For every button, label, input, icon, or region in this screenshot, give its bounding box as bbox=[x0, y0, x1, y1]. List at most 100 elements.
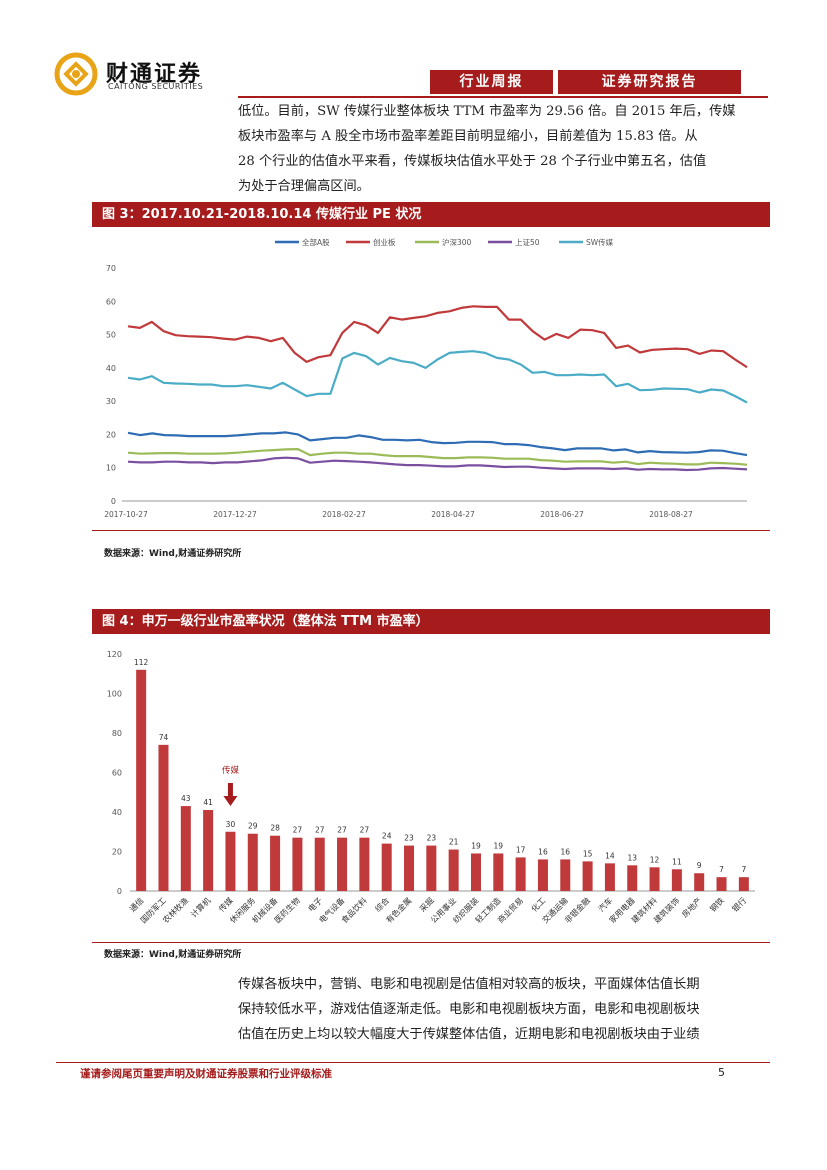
bar-value-label: 17 bbox=[516, 845, 526, 854]
bar-value-label: 11 bbox=[672, 857, 682, 866]
text-line: 28 个行业的估值水平来看，传媒板块估值水平处于 28 个子行业中第五名，估值 bbox=[238, 154, 707, 169]
bar-value-label: 19 bbox=[494, 841, 504, 850]
category-label: 汽车 bbox=[596, 895, 614, 913]
bar bbox=[359, 837, 370, 891]
text-line: 低位。目前，SW 传媒行业整体板块 TTM 市盈率为 29.56 倍。自 201… bbox=[238, 104, 736, 119]
body-paragraph-2: 传媒各板块中，营销、电影和电视剧是估值相对较高的板块，平面媒体估值长期 保持较低… bbox=[238, 972, 770, 1047]
bar bbox=[247, 833, 258, 891]
y-tick-label: 80 bbox=[112, 729, 122, 738]
bar bbox=[381, 843, 392, 891]
category-label: 房地产 bbox=[680, 895, 704, 919]
y-tick-label: 20 bbox=[112, 848, 122, 857]
bar-value-label: 74 bbox=[159, 733, 169, 742]
bar-value-label: 30 bbox=[226, 820, 236, 829]
legend-label: 上证50 bbox=[515, 238, 540, 247]
bar-value-label: 23 bbox=[404, 834, 414, 843]
bar bbox=[158, 744, 169, 891]
legend-item: 上证50 bbox=[488, 238, 540, 247]
y-tick-label: 10 bbox=[106, 464, 116, 473]
figure-3-rule bbox=[92, 530, 770, 531]
text-line: 板块市盈率与 A 股全市场市盈率差距目前明显缩小，目前差值为 15.83 倍。从 bbox=[238, 129, 698, 144]
bar bbox=[694, 873, 705, 891]
logo-text-en: CAITONG SECURITIES bbox=[108, 82, 204, 91]
figure-4-rule bbox=[92, 942, 770, 943]
bar bbox=[671, 869, 682, 891]
category-label: 钢铁 bbox=[708, 895, 726, 913]
legend-item: SW传媒 bbox=[559, 237, 614, 247]
x-tick-label: 2018-06-27 bbox=[540, 510, 584, 519]
x-tick-label: 2018-08-27 bbox=[649, 510, 693, 519]
logo-text-cn: 财通证券 bbox=[106, 61, 203, 87]
category-label: 采掘 bbox=[417, 895, 435, 913]
bar bbox=[203, 810, 214, 891]
bar-value-label: 21 bbox=[449, 838, 459, 847]
bar bbox=[627, 865, 638, 891]
bar-value-label: 7 bbox=[719, 865, 724, 874]
bar-value-label: 14 bbox=[605, 851, 615, 860]
legend-item: 沪深300 bbox=[415, 237, 472, 247]
series-line bbox=[127, 305, 748, 369]
x-tick-label: 2018-04-27 bbox=[431, 510, 475, 519]
bar bbox=[337, 837, 348, 891]
bar-value-label: 13 bbox=[627, 853, 637, 862]
y-tick-label: 120 bbox=[107, 650, 122, 659]
x-tick-label: 2018-02-27 bbox=[322, 510, 366, 519]
x-tick-label: 2017-12-27 bbox=[213, 510, 257, 519]
figure-3-title: 图 3：2017.10.21-2018.10.14 传媒行业 PE 状况 bbox=[92, 202, 770, 227]
legend-label: SW传媒 bbox=[586, 237, 614, 247]
bar-value-label: 112 bbox=[134, 658, 149, 667]
bar-value-label: 27 bbox=[315, 826, 325, 835]
bar-value-label: 23 bbox=[427, 834, 437, 843]
body-paragraph-1: 低位。目前，SW 传媒行业整体板块 TTM 市盈率为 29.56 倍。自 201… bbox=[238, 99, 770, 199]
bar-value-label: 16 bbox=[538, 847, 548, 856]
bar bbox=[649, 867, 660, 891]
bar bbox=[738, 877, 749, 891]
legend-label: 创业板 bbox=[373, 237, 396, 247]
bar-value-label: 27 bbox=[293, 826, 303, 835]
bar bbox=[225, 831, 236, 891]
bar bbox=[582, 861, 593, 891]
bar-value-label: 29 bbox=[248, 822, 258, 831]
series-line bbox=[127, 431, 748, 457]
annotation-arrow-icon bbox=[223, 796, 238, 806]
header-divider bbox=[238, 96, 768, 98]
bar bbox=[314, 837, 325, 891]
text-line: 传媒各板块中，营销、电影和电视剧是估值相对较高的板块，平面媒体估值长期 bbox=[238, 977, 700, 992]
bar bbox=[180, 806, 191, 891]
category-label: 银行 bbox=[730, 895, 748, 913]
y-tick-label: 100 bbox=[107, 690, 122, 699]
industry-pe-bar-chart: 020406080100120112通信74国防军工43农林牧渔41计算机30传… bbox=[107, 650, 755, 925]
figure-4-source: 数据来源：Wind,财通证券研究所 bbox=[104, 950, 242, 960]
legend-item: 创业板 bbox=[346, 237, 396, 247]
bar-value-label: 27 bbox=[360, 826, 370, 835]
footer-divider bbox=[56, 1062, 770, 1063]
bar bbox=[270, 835, 281, 891]
y-tick-label: 0 bbox=[117, 887, 122, 896]
bar-value-label: 24 bbox=[382, 832, 392, 841]
y-tick-label: 40 bbox=[106, 364, 116, 373]
bar bbox=[426, 845, 437, 891]
y-tick-label: 30 bbox=[106, 397, 116, 406]
category-label: 电子 bbox=[306, 895, 324, 913]
text-line: 保持较低水平，游戏估值逐渐走低。电影和电视剧板块方面，电影和电视剧板块 bbox=[238, 1002, 700, 1017]
bar-value-label: 9 bbox=[697, 861, 702, 870]
category-label: 综合 bbox=[373, 895, 391, 913]
bar bbox=[292, 837, 303, 891]
bar-value-label: 16 bbox=[560, 847, 570, 856]
logo-mark-icon bbox=[54, 52, 98, 96]
tag-research-report: 证券研究报告 bbox=[558, 70, 741, 94]
pe-line-chart: 0 10 20 30 40 50 60 70 2017-10-27 2017-12-27 2018-… bbox=[104, 237, 748, 519]
category-label: 传媒 bbox=[216, 895, 234, 913]
text-line: 为处于合理偏高区间。 bbox=[238, 179, 370, 194]
bar bbox=[470, 853, 481, 891]
y-tick-label: 60 bbox=[112, 769, 122, 778]
y-tick-label: 50 bbox=[106, 331, 116, 340]
y-tick-label: 60 bbox=[106, 297, 116, 306]
bar-value-label: 43 bbox=[181, 794, 191, 803]
annotation-arrow-shaft bbox=[227, 783, 233, 797]
bar bbox=[604, 863, 615, 891]
y-tick-label: 0 bbox=[111, 497, 116, 506]
bar-value-label: 7 bbox=[741, 865, 746, 874]
figure-3-source: 数据来源：Wind,财通证券研究所 bbox=[104, 549, 242, 559]
bar-value-label: 15 bbox=[583, 849, 593, 858]
